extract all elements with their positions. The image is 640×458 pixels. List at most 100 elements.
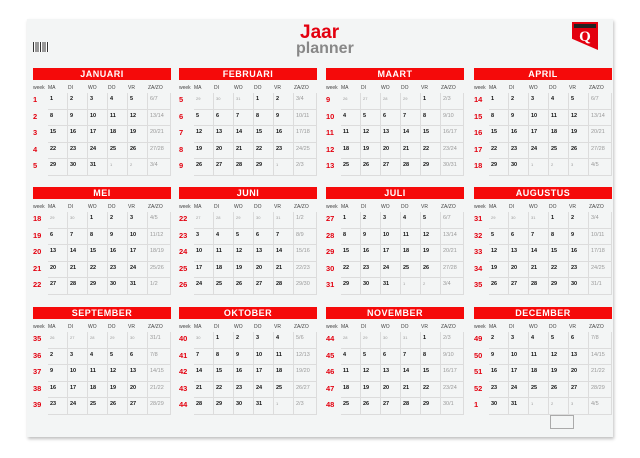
day-cell[interactable]: 19	[549, 365, 569, 382]
day-cell[interactable]: 15	[254, 126, 274, 143]
day-cell[interactable]: 20	[214, 142, 234, 159]
day-cell[interactable]: 23	[569, 261, 589, 278]
day-cell[interactable]: 4/5	[589, 159, 612, 176]
day-cell[interactable]: 28	[401, 398, 421, 415]
day-cell[interactable]: 21	[401, 381, 421, 398]
day-cell[interactable]: 2	[274, 93, 294, 110]
day-cell[interactable]: 19	[489, 261, 509, 278]
day-cell[interactable]: 23	[48, 398, 68, 415]
day-cell[interactable]: 18	[214, 261, 234, 278]
day-cell[interactable]: 15	[549, 245, 569, 262]
day-cell[interactable]: 17	[194, 261, 214, 278]
day-cell[interactable]: 16	[274, 126, 294, 143]
day-cell[interactable]: 22	[549, 261, 569, 278]
day-cell[interactable]: 17	[88, 126, 108, 143]
day-cell[interactable]: 13	[569, 348, 589, 365]
day-cell[interactable]: 3	[194, 228, 214, 245]
day-cell[interactable]: 30/31	[441, 159, 464, 176]
day-cell[interactable]: 23	[489, 381, 509, 398]
day-cell[interactable]: 9	[274, 109, 294, 126]
day-cell[interactable]: 26	[48, 332, 68, 349]
day-cell[interactable]: 2	[489, 332, 509, 349]
day-cell[interactable]: 6	[509, 228, 529, 245]
day-cell[interactable]: 3/4	[294, 93, 317, 110]
day-cell[interactable]: 8	[214, 348, 234, 365]
day-cell[interactable]: 8	[88, 228, 108, 245]
day-cell[interactable]: 15	[421, 126, 441, 143]
day-cell[interactable]: 25	[341, 398, 361, 415]
day-cell[interactable]: 31	[381, 278, 401, 295]
day-cell[interactable]: 21	[401, 142, 421, 159]
day-cell[interactable]: 30	[194, 332, 214, 349]
day-cell[interactable]: 16	[68, 126, 88, 143]
day-cell[interactable]: 30	[214, 93, 234, 110]
day-cell[interactable]: 28/29	[148, 398, 171, 415]
day-cell[interactable]: 24/25	[294, 142, 317, 159]
day-cell[interactable]: 11	[214, 245, 234, 262]
day-cell[interactable]: 29	[421, 159, 441, 176]
day-cell[interactable]: 27	[254, 278, 274, 295]
day-cell[interactable]: 6	[381, 348, 401, 365]
day-cell[interactable]: 25	[549, 142, 569, 159]
day-cell[interactable]: 20/21	[589, 126, 612, 143]
day-cell[interactable]: 15	[48, 126, 68, 143]
day-cell[interactable]: 7	[274, 228, 294, 245]
day-cell[interactable]: 2/3	[294, 159, 317, 176]
day-cell[interactable]: 1	[254, 93, 274, 110]
day-cell[interactable]: 2	[48, 348, 68, 365]
day-cell[interactable]: 4/5	[148, 212, 171, 229]
day-cell[interactable]: 16	[489, 365, 509, 382]
day-cell[interactable]: 3	[128, 212, 148, 229]
day-cell[interactable]: 12	[194, 126, 214, 143]
day-cell[interactable]: 1	[421, 332, 441, 349]
day-cell[interactable]: 19	[569, 126, 589, 143]
day-cell[interactable]: 11	[341, 126, 361, 143]
day-cell[interactable]: 30	[128, 332, 148, 349]
day-cell[interactable]: 1	[421, 93, 441, 110]
day-cell[interactable]: 31	[88, 159, 108, 176]
day-cell[interactable]: 8	[254, 109, 274, 126]
day-cell[interactable]: 30	[254, 212, 274, 229]
day-cell[interactable]: 16	[361, 245, 381, 262]
day-cell[interactable]: 26	[194, 159, 214, 176]
day-cell[interactable]: 1/2	[148, 278, 171, 295]
day-cell[interactable]: 24/25	[589, 261, 612, 278]
day-cell[interactable]: 11	[529, 348, 549, 365]
day-cell[interactable]: 4	[341, 348, 361, 365]
day-cell[interactable]: 4	[88, 348, 108, 365]
day-cell[interactable]: 28	[214, 212, 234, 229]
day-cell[interactable]: 29	[489, 159, 509, 176]
day-cell[interactable]: 6	[569, 332, 589, 349]
day-cell[interactable]: 9	[68, 109, 88, 126]
day-cell[interactable]: 27	[509, 278, 529, 295]
day-cell[interactable]: 22	[48, 142, 68, 159]
day-cell[interactable]: 15	[88, 245, 108, 262]
day-cell[interactable]: 22	[254, 142, 274, 159]
day-cell[interactable]: 22	[421, 381, 441, 398]
day-cell[interactable]: 16	[569, 245, 589, 262]
day-cell[interactable]: 21	[234, 142, 254, 159]
day-cell[interactable]: 4	[108, 93, 128, 110]
day-cell[interactable]: 5	[108, 348, 128, 365]
day-cell[interactable]: 20	[254, 261, 274, 278]
day-cell[interactable]: 29	[549, 278, 569, 295]
day-cell[interactable]: 19/20	[294, 365, 317, 382]
day-cell[interactable]: 11	[88, 365, 108, 382]
day-cell[interactable]: 22/23	[294, 261, 317, 278]
day-cell[interactable]: 24	[529, 142, 549, 159]
day-cell[interactable]: 5	[569, 93, 589, 110]
day-cell[interactable]: 12	[361, 365, 381, 382]
day-cell[interactable]: 7/8	[148, 348, 171, 365]
day-cell[interactable]: 7	[401, 109, 421, 126]
day-cell[interactable]: 28	[88, 332, 108, 349]
day-cell[interactable]: 15	[421, 365, 441, 382]
day-cell[interactable]: 31	[128, 278, 148, 295]
day-cell[interactable]: 26	[128, 142, 148, 159]
day-cell[interactable]: 27	[361, 93, 381, 110]
day-cell[interactable]: 20	[128, 381, 148, 398]
day-cell[interactable]: 25	[88, 398, 108, 415]
day-cell[interactable]: 27/28	[589, 142, 612, 159]
day-cell[interactable]: 1	[274, 159, 294, 176]
day-cell[interactable]: 20	[381, 381, 401, 398]
day-cell[interactable]: 17	[128, 245, 148, 262]
